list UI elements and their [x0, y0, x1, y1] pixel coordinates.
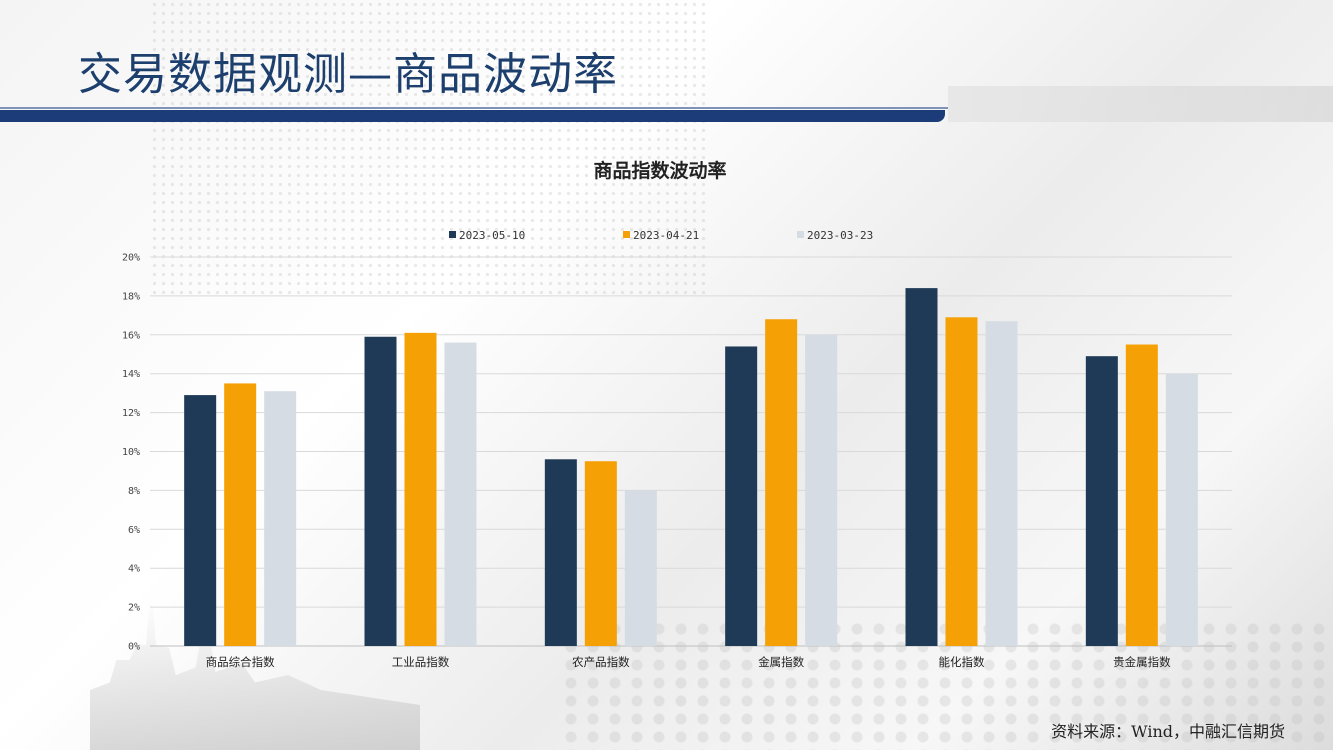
title-rule-accent: [0, 107, 948, 109]
x-category-label: 能化指数: [939, 655, 985, 669]
header-shade: [948, 86, 1333, 122]
bar: [805, 334, 838, 646]
y-tick-label: 14%: [122, 369, 140, 380]
bar: [945, 317, 978, 646]
x-category-label: 工业品指数: [392, 655, 450, 669]
chart-bars: [184, 288, 1198, 646]
legend-swatch: [797, 231, 804, 238]
y-tick-label: 18%: [122, 291, 140, 302]
x-category-label: 金属指数: [758, 655, 804, 669]
source-note: 资料来源：Wind，中融汇信期货: [1051, 722, 1285, 741]
x-category-label: 商品综合指数: [206, 655, 275, 669]
bar: [224, 383, 257, 646]
y-tick-label: 20%: [122, 253, 140, 264]
bar: [404, 332, 437, 646]
y-axis-ticks: 0% 2% 4% 6% 8% 10% 12% 14% 16% 18% 20%: [122, 253, 140, 653]
bar: [1125, 344, 1158, 646]
y-tick-label: 10%: [122, 447, 140, 458]
legend-swatch: [623, 231, 630, 238]
bar: [905, 288, 938, 646]
legend-label: 2023-03-23: [807, 229, 873, 242]
y-tick-label: 8%: [128, 486, 140, 497]
y-tick-label: 12%: [122, 408, 140, 419]
x-category-label: 农产品指数: [572, 655, 630, 669]
legend-label: 2023-05-10: [459, 229, 525, 242]
x-category-label: 贵金属指数: [1113, 655, 1171, 669]
x-axis-categories: 商品综合指数 工业品指数 农产品指数 金属指数 能化指数 贵金属指数: [206, 655, 1171, 669]
bar: [1165, 373, 1198, 646]
bar: [765, 319, 798, 646]
bar: [184, 395, 217, 646]
bar: [624, 490, 657, 646]
bar: [584, 461, 617, 646]
page-title: 交易数据观测—商品波动率: [78, 49, 618, 100]
bar: [1085, 356, 1118, 646]
bar: [364, 336, 397, 646]
legend-label: 2023-04-21: [633, 229, 699, 242]
bar: [444, 342, 477, 646]
bar: [264, 391, 297, 646]
bar: [725, 346, 758, 646]
world-map-decoration: [150, 0, 710, 300]
y-tick-label: 2%: [128, 603, 140, 614]
y-tick-label: 0%: [128, 642, 140, 653]
y-tick-label: 16%: [122, 330, 140, 341]
y-tick-label: 6%: [128, 525, 140, 536]
chart-legend: 2023-05-10 2023-04-21 2023-03-23: [449, 229, 873, 242]
chart-title: 商品指数波动率: [593, 159, 726, 182]
y-tick-label: 4%: [128, 564, 140, 575]
bar: [985, 321, 1018, 646]
legend-swatch: [449, 231, 456, 238]
chart-gridlines: [150, 256, 1232, 647]
bar: [544, 459, 577, 646]
title-rule: [0, 110, 945, 122]
